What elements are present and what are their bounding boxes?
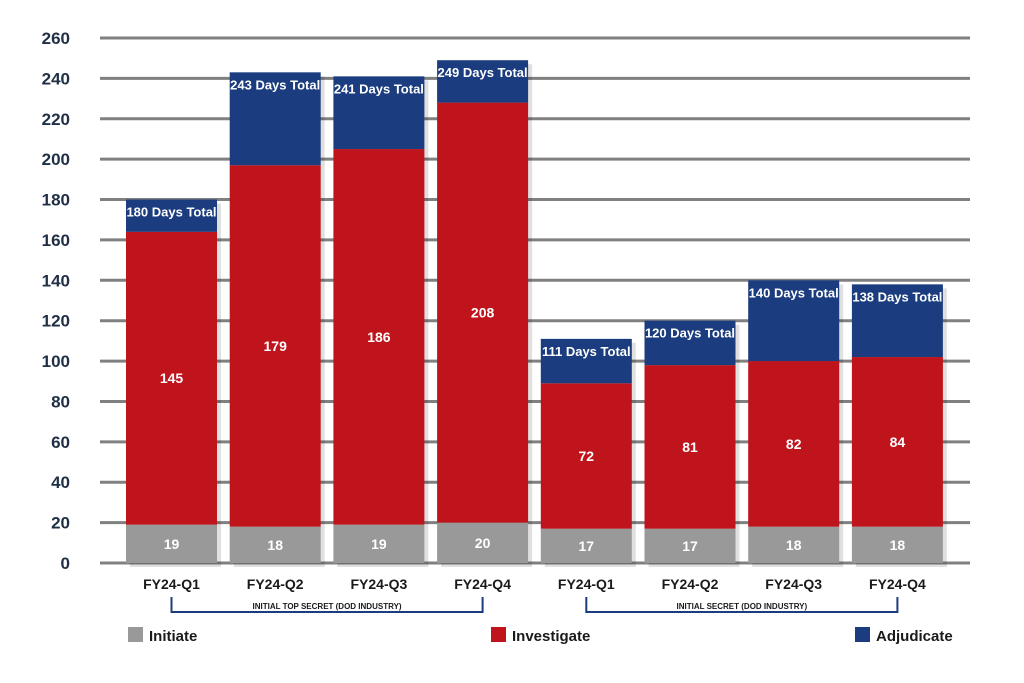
x-tick-label: FY24-Q4 — [454, 576, 511, 592]
y-tick-label: 240 — [42, 69, 70, 88]
x-tick-label: FY24-Q1 — [143, 576, 200, 592]
group-bracket — [585, 597, 899, 613]
legend-swatch-initiate — [128, 627, 143, 642]
legend-swatch-adjudicate — [855, 627, 870, 642]
bar-adjudicate-2 — [333, 76, 425, 150]
bar-investigate-5 — [644, 365, 736, 529]
data-label-initiate: 17 — [579, 538, 595, 554]
total-label: 241 Days Total — [334, 81, 424, 96]
data-label-investigate: 82 — [786, 436, 802, 452]
bar-initiate-2 — [333, 524, 425, 563]
group-label: INITIAL TOP SECRET (DOD INDUSTRY) — [253, 602, 402, 611]
x-tick-label: FY24-Q2 — [662, 576, 719, 592]
bar-initiate-3 — [437, 522, 529, 563]
legend-label-investigate: Investigate — [512, 628, 590, 645]
x-tick-label: FY24-Q3 — [350, 576, 407, 592]
total-label: 111 Days Total — [542, 344, 631, 359]
bar-investigate-0 — [126, 231, 217, 525]
y-tick-label: 40 — [51, 473, 70, 492]
bar-initiate-4 — [540, 528, 632, 563]
y-tick-label: 260 — [42, 29, 70, 48]
bar-investigate-3 — [437, 102, 529, 523]
data-label-investigate: 208 — [471, 305, 495, 321]
y-tick-label: 160 — [42, 231, 70, 250]
y-tick-label: 140 — [42, 271, 70, 290]
total-label: 243 Days Total — [230, 77, 320, 92]
bar-investigate-2 — [333, 149, 425, 525]
y-tick-label: 180 — [42, 191, 70, 210]
y-tick-label: 80 — [51, 392, 70, 411]
y-tick-label: 0 — [61, 554, 70, 573]
bar-investigate-1 — [229, 165, 321, 527]
y-tick-label: 60 — [51, 433, 70, 452]
legend-swatch-investigate — [491, 627, 506, 642]
total-label: 249 Days Total — [438, 65, 528, 80]
data-label-initiate: 18 — [267, 537, 283, 553]
total-label: 120 Days Total — [645, 326, 735, 341]
y-tick-label: 200 — [42, 150, 70, 169]
bar-initiate-5 — [644, 528, 736, 563]
bar-investigate-7 — [851, 357, 943, 527]
total-label: 140 Days Total — [749, 285, 839, 300]
data-label-investigate: 186 — [367, 329, 391, 345]
data-label-investigate: 81 — [682, 439, 698, 455]
bar-adjudicate-3 — [437, 60, 529, 103]
bar-adjudicate-4 — [540, 338, 632, 384]
legend: Initiate Investigate Adjudicate — [128, 627, 953, 645]
total-label: 138 Days Total — [852, 289, 942, 304]
bar-adjudicate-7 — [851, 284, 943, 358]
data-label-initiate: 19 — [164, 536, 180, 552]
data-label-investigate: 72 — [579, 448, 595, 464]
data-label-initiate: 17 — [682, 538, 698, 554]
total-label: 180 Days Total — [126, 205, 216, 220]
y-tick-label: 120 — [42, 312, 70, 331]
y-tick-label: 220 — [42, 110, 70, 129]
bars: 19 145 180 Days Total 18 179 243 Days Total 19… — [126, 60, 947, 568]
legend-label-adjudicate: Adjudicate — [876, 628, 953, 645]
data-label-investigate: 179 — [264, 338, 288, 354]
x-axis: FY24-Q1 FY24-Q2 FY24-Q3 FY24-Q4 FY24-Q1 FY24-… — [143, 576, 926, 592]
bar-investigate-4 — [540, 383, 632, 529]
data-label-investigate: 145 — [160, 370, 184, 386]
y-tick-label: 100 — [42, 352, 70, 371]
y-axis: 0 20 40 60 80 100 120 140 160 180 200 220 240 260 — [42, 29, 70, 573]
bar-initiate-1 — [229, 526, 321, 563]
bar-adjudicate-0 — [126, 199, 217, 232]
group-bracket — [170, 597, 484, 613]
bar-initiate-0 — [126, 524, 217, 563]
data-label-initiate: 20 — [475, 535, 491, 551]
bar-investigate-6 — [748, 361, 840, 527]
bar-adjudicate-1 — [229, 72, 321, 166]
data-label-initiate: 18 — [890, 537, 906, 553]
x-tick-label: FY24-Q1 — [558, 576, 615, 592]
bar-initiate-6 — [748, 526, 840, 563]
data-label-initiate: 19 — [371, 536, 387, 552]
x-tick-label: FY24-Q2 — [247, 576, 304, 592]
bar-initiate-7 — [851, 526, 943, 563]
legend-label-initiate: Initiate — [149, 628, 197, 645]
bar-adjudicate-5 — [644, 320, 736, 366]
y-tick-label: 20 — [51, 514, 70, 533]
data-label-initiate: 18 — [786, 537, 802, 553]
data-label-investigate: 84 — [890, 434, 906, 450]
bar-adjudicate-6 — [748, 280, 840, 362]
x-tick-label: FY24-Q4 — [869, 576, 926, 592]
category-groups: INITIAL TOP SECRET (DOD INDUSTRY) INITIAL… — [170, 597, 899, 613]
group-label: INITIAL SECRET (DOD INDUSTRY) — [677, 602, 808, 611]
x-tick-label: FY24-Q3 — [765, 576, 822, 592]
